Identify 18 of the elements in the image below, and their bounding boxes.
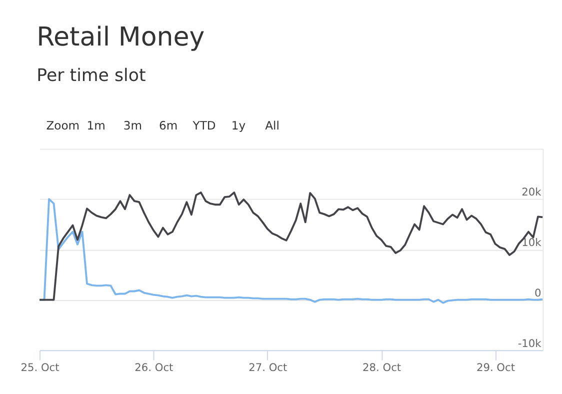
text: 1m [86, 118, 106, 132]
x-tick-label: 29. Oct [476, 362, 516, 374]
y-tick-label: 0 [534, 287, 542, 300]
x-tick-label: 26. Oct [134, 362, 174, 374]
x-tick-label: 27. Oct [248, 362, 288, 374]
text: Zoom [46, 118, 80, 132]
y-tick-label: 10k [522, 237, 542, 250]
x-tick-label: 28. Oct [362, 362, 402, 374]
text: 1y [231, 118, 246, 132]
text: 3m [123, 118, 142, 132]
text: All [265, 118, 280, 132]
text: YTD [192, 118, 216, 132]
chart-title: Retail Money [36, 22, 205, 53]
y-tick-label: 20k [522, 186, 542, 199]
chart-subtitle: Per time slot [36, 66, 146, 86]
x-tick-label: 25. Oct [20, 362, 60, 374]
y-tick-label: -10k [518, 338, 542, 350]
text: 6m [159, 118, 178, 132]
